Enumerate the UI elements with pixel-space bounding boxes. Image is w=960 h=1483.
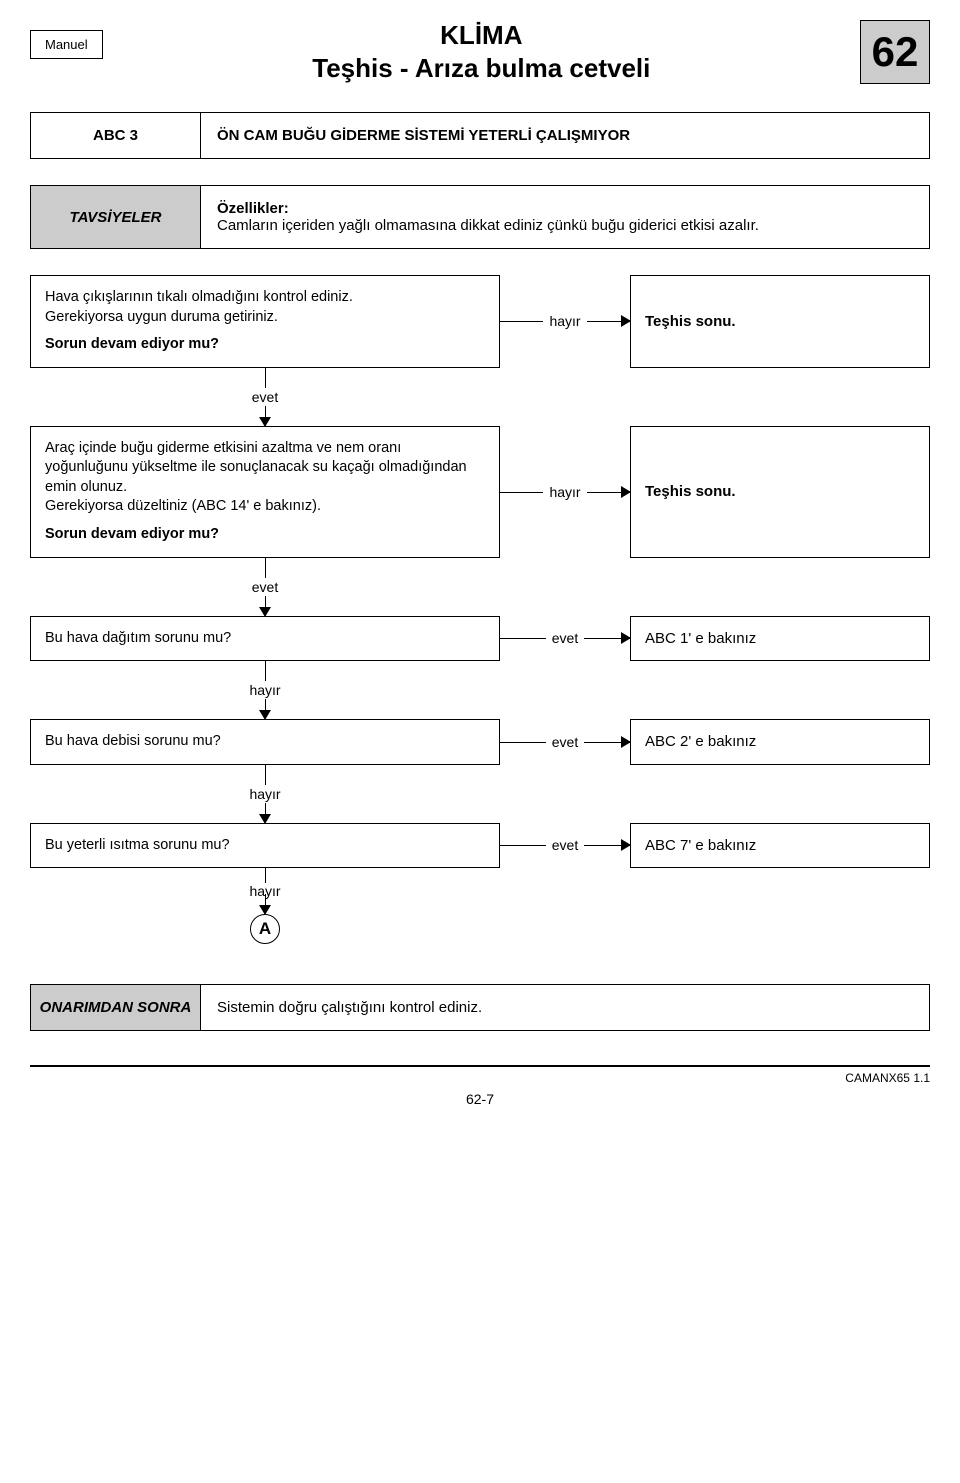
continuation-node: A bbox=[250, 914, 280, 944]
step-question: Sorun devam ediyor mu? bbox=[45, 335, 485, 355]
result-text: Teşhis sonu. bbox=[645, 313, 736, 330]
connector-vertical: evet bbox=[30, 368, 500, 426]
step-question: Bu hava dağıtım sorunu mu? bbox=[45, 629, 485, 649]
manual-label: Manuel bbox=[45, 37, 88, 52]
section-number-box: 62 bbox=[860, 20, 930, 84]
topic-code: ABC 3 bbox=[31, 113, 201, 158]
connector-label: evet bbox=[546, 837, 584, 853]
step-question: Bu yeterli ısıtma sorunu mu? bbox=[45, 836, 485, 856]
result-box: ABC 7' e bakınız bbox=[630, 823, 930, 869]
question-box: Bu hava dağıtım sorunu mu? bbox=[30, 616, 500, 662]
connector-label: hayır bbox=[543, 484, 586, 500]
connector-label: evet bbox=[546, 630, 584, 646]
advice-row: TAVSİYELER Özellikler: Camların içeriden… bbox=[30, 185, 930, 249]
result-text: ABC 2' e bakınız bbox=[645, 733, 756, 750]
manual-label-box: Manuel bbox=[30, 30, 103, 59]
connector-label: hayır bbox=[245, 786, 284, 802]
result-box: Teşhis sonu. bbox=[630, 426, 930, 558]
after-repair-row: ONARIMDAN SONRA Sistemin doğru çalıştığı… bbox=[30, 984, 930, 1031]
title-line-1: KLİMA bbox=[103, 20, 860, 51]
question-box: Bu hava debisi sorunu mu? bbox=[30, 719, 500, 765]
connector-horizontal: evet bbox=[500, 616, 630, 662]
topic-row: ABC 3 ÖN CAM BUĞU GİDERME SİSTEMİ YETERL… bbox=[30, 112, 930, 159]
question-box: Bu yeterli ısıtma sorunu mu? bbox=[30, 823, 500, 869]
connector-label: evet bbox=[248, 579, 282, 595]
arrow-right-icon bbox=[621, 315, 631, 327]
connector-horizontal: evet bbox=[500, 823, 630, 869]
arrow-right-icon bbox=[621, 839, 631, 851]
result-box: Teşhis sonu. bbox=[630, 275, 930, 368]
page-number: 62-7 bbox=[30, 1091, 930, 1107]
section-number: 62 bbox=[872, 28, 919, 76]
result-text: ABC 7' e bakınız bbox=[645, 837, 756, 854]
after-repair-text: Sistemin doğru çalıştığını kontrol edini… bbox=[201, 985, 929, 1030]
step-question: Sorun devam ediyor mu? bbox=[45, 525, 485, 545]
after-repair-label: ONARIMDAN SONRA bbox=[31, 985, 201, 1030]
flow-step: Bu hava debisi sorunu mu? evet ABC 2' e … bbox=[30, 719, 930, 765]
arrow-right-icon bbox=[621, 632, 631, 644]
doc-reference: CAMANX65 1.1 bbox=[845, 1071, 930, 1085]
result-box: ABC 2' e bakınız bbox=[630, 719, 930, 765]
features-label: Özellikler: bbox=[217, 200, 289, 217]
connector-horizontal: hayır bbox=[500, 426, 630, 558]
connector-vertical: evet bbox=[30, 558, 500, 616]
advice-text: Camların içeriden yağlı olmamasına dikka… bbox=[217, 217, 759, 234]
arrow-right-icon bbox=[621, 486, 631, 498]
title-line-2: Teşhis - Arıza bulma cetveli bbox=[103, 53, 860, 84]
question-box: Araç içinde buğu giderme etkisini azaltm… bbox=[30, 426, 500, 558]
connector-vertical: hayır bbox=[30, 868, 500, 914]
flow-step: Araç içinde buğu giderme etkisini azaltm… bbox=[30, 426, 930, 558]
step-body: Hava çıkışlarının tıkalı olmadığını kont… bbox=[45, 288, 485, 327]
connector-vertical: hayır bbox=[30, 765, 500, 823]
connector-horizontal: hayır bbox=[500, 275, 630, 368]
final-node-wrapper: A bbox=[30, 914, 500, 944]
flow-step: Bu hava dağıtım sorunu mu? evet ABC 1' e… bbox=[30, 616, 930, 662]
arrow-right-icon bbox=[621, 736, 631, 748]
connector-label: hayır bbox=[245, 682, 284, 698]
flow-step: Hava çıkışlarının tıkalı olmadığını kont… bbox=[30, 275, 930, 368]
flow-step: Bu yeterli ısıtma sorunu mu? evet ABC 7'… bbox=[30, 823, 930, 869]
result-text: Teşhis sonu. bbox=[645, 483, 736, 500]
connector-label: hayır bbox=[543, 313, 586, 329]
step-question: Bu hava debisi sorunu mu? bbox=[45, 732, 485, 752]
header-titles: KLİMA Teşhis - Arıza bulma cetveli bbox=[103, 20, 860, 84]
step-body: Araç içinde buğu giderme etkisini azaltm… bbox=[45, 439, 485, 517]
arrow-down-icon bbox=[259, 905, 271, 915]
connector-horizontal: evet bbox=[500, 719, 630, 765]
continuation-label: A bbox=[259, 919, 271, 939]
footer-bar: CAMANX65 1.1 bbox=[30, 1065, 930, 1085]
advice-label: TAVSİYELER bbox=[31, 186, 201, 248]
connector-vertical: hayır bbox=[30, 661, 500, 719]
question-box: Hava çıkışlarının tıkalı olmadığını kont… bbox=[30, 275, 500, 368]
flowchart: Hava çıkışlarının tıkalı olmadığını kont… bbox=[30, 275, 930, 944]
result-text: ABC 1' e bakınız bbox=[645, 630, 756, 647]
advice-body: Özellikler: Camların içeriden yağlı olma… bbox=[201, 186, 929, 248]
page-header: Manuel KLİMA Teşhis - Arıza bulma cetvel… bbox=[30, 20, 930, 84]
result-box: ABC 1' e bakınız bbox=[630, 616, 930, 662]
connector-label: evet bbox=[546, 734, 584, 750]
topic-title: ÖN CAM BUĞU GİDERME SİSTEMİ YETERLİ ÇALI… bbox=[201, 113, 929, 158]
connector-label: evet bbox=[248, 389, 282, 405]
